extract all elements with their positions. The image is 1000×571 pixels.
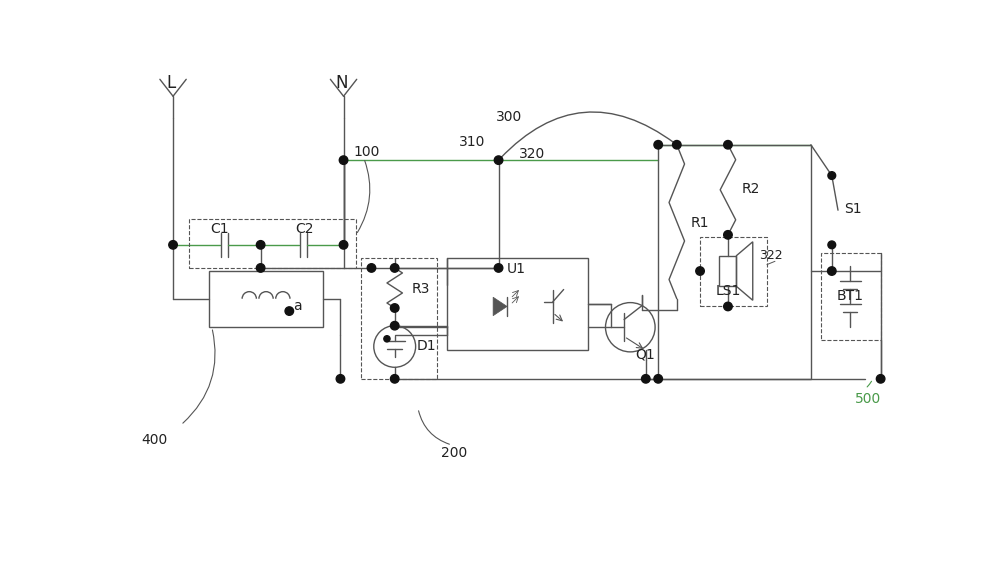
Text: 500: 500 — [855, 392, 881, 406]
Circle shape — [384, 336, 390, 342]
Text: 200: 200 — [441, 446, 468, 460]
Circle shape — [828, 241, 836, 249]
Bar — [447, 258, 588, 351]
Circle shape — [169, 240, 177, 249]
Polygon shape — [493, 297, 507, 316]
Circle shape — [390, 375, 399, 383]
Circle shape — [494, 156, 503, 164]
Circle shape — [494, 264, 503, 272]
Circle shape — [828, 172, 836, 179]
Circle shape — [876, 375, 885, 383]
Text: U1: U1 — [507, 263, 526, 276]
Bar — [189, 219, 356, 268]
Circle shape — [285, 307, 294, 315]
Bar — [821, 252, 881, 340]
Text: R3: R3 — [412, 282, 430, 296]
Text: C1: C1 — [210, 223, 229, 236]
Text: BT1: BT1 — [837, 289, 864, 303]
Circle shape — [654, 140, 662, 149]
Text: Q1: Q1 — [635, 347, 655, 361]
Circle shape — [339, 240, 348, 249]
Bar — [658, 145, 811, 379]
Text: 100: 100 — [354, 146, 380, 159]
Circle shape — [256, 264, 265, 272]
Circle shape — [828, 267, 836, 275]
Circle shape — [390, 304, 399, 312]
Circle shape — [673, 140, 681, 149]
Text: 322: 322 — [759, 249, 783, 262]
Bar — [719, 256, 736, 287]
Text: R1: R1 — [691, 216, 709, 230]
Text: S1: S1 — [844, 203, 862, 216]
Bar — [209, 271, 323, 327]
Circle shape — [390, 321, 399, 330]
Circle shape — [367, 264, 376, 272]
Circle shape — [339, 156, 348, 164]
Text: 320: 320 — [519, 147, 545, 161]
Text: R2: R2 — [742, 182, 760, 196]
Circle shape — [336, 375, 345, 383]
Circle shape — [696, 267, 704, 275]
Circle shape — [642, 375, 650, 383]
Text: C2: C2 — [296, 223, 314, 236]
Circle shape — [390, 264, 399, 272]
Circle shape — [256, 240, 265, 249]
Circle shape — [724, 231, 732, 239]
Text: N: N — [336, 74, 348, 92]
Bar — [700, 237, 767, 307]
Text: L: L — [167, 74, 176, 92]
Text: D1: D1 — [416, 340, 436, 353]
Bar — [361, 258, 437, 379]
Text: 300: 300 — [496, 110, 522, 124]
Text: 310: 310 — [459, 135, 485, 150]
Circle shape — [724, 140, 732, 149]
Circle shape — [654, 375, 662, 383]
Text: 400: 400 — [141, 433, 168, 448]
Circle shape — [724, 302, 732, 311]
Text: a: a — [293, 299, 301, 313]
Text: LS1: LS1 — [716, 284, 741, 298]
